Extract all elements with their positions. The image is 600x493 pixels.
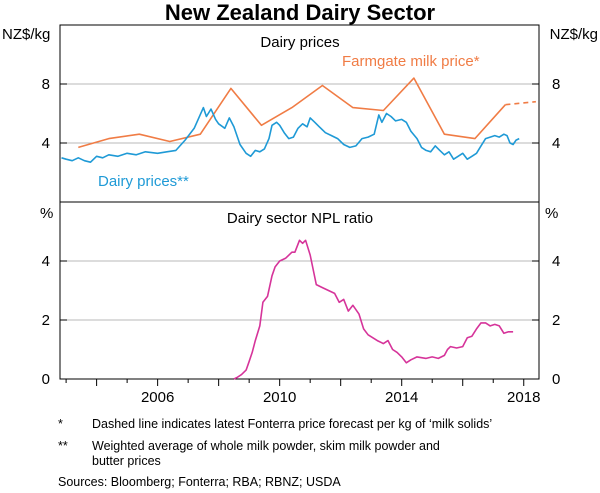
dairy-prices-panel: NZ$/kg NZ$/kg Dairy prices 4 4 8 8 Farmgate… [2,24,598,203]
y-tick-label: 4 [42,135,50,152]
gridlines [60,83,539,144]
footnote-text: butter prices [92,454,161,468]
y-tick-label: 4 [552,135,560,152]
footnote-text: Weighted average of whole milk powder, s… [92,439,440,453]
sources-text: Sources: Bloomberg; Fonterra; RBA; RBNZ;… [58,475,341,489]
dairy-prices-legend-label: Dairy prices** [98,173,189,190]
y-tick-label: 8 [42,76,50,93]
footnote-text: Dashed line indicates latest Fonterra pr… [92,417,492,431]
footnotes: * Dashed line indicates latest Fonterra … [58,417,492,489]
y-tick-label: 4 [552,253,560,270]
panel-title: Dairy sector NPL ratio [227,210,373,227]
series-group [233,239,514,380]
footnote-mark: * [58,417,63,431]
panel-frame [59,201,540,380]
farmgate-legend-label: Farmgate milk price* [342,53,480,70]
footnote-mark: ** [58,439,68,453]
farmgate-milk-price-line [78,77,506,149]
npl-ratio-panel: % % Dairy sector NPL ratio 0 0 2 2 4 4 [40,201,561,388]
farmgate-forecast-dashed-line [505,100,536,106]
x-tick-label: 2018 [507,389,540,406]
y-tick-label: 0 [552,371,560,388]
y-unit-right: NZ$/kg [550,26,598,43]
y-unit-left: % [40,205,53,222]
y-tick-labels: 0 0 2 2 4 4 [42,253,561,388]
dairy-prices-line [61,106,520,163]
y-tick-label: 2 [552,312,560,329]
series-group [61,77,536,163]
x-tick-label: 2010 [263,389,296,406]
y-tick-label: 4 [42,253,50,270]
y-tick-labels: 4 4 8 8 [42,76,561,152]
x-tick-label: 2006 [141,389,174,406]
gridlines [60,260,539,380]
x-axis: 2006 2010 2014 2018 [65,379,540,406]
y-tick-label: 2 [42,312,50,329]
x-tick-label: 2014 [385,389,418,406]
dairy-sector-npl-ratio-line [233,239,514,380]
chart-title: New Zealand Dairy Sector [165,0,436,25]
panel-title: Dairy prices [260,34,339,51]
y-unit-right: % [545,205,558,222]
y-unit-left: NZ$/kg [2,26,50,43]
y-tick-label: 8 [552,76,560,93]
y-tick-label: 0 [42,371,50,388]
